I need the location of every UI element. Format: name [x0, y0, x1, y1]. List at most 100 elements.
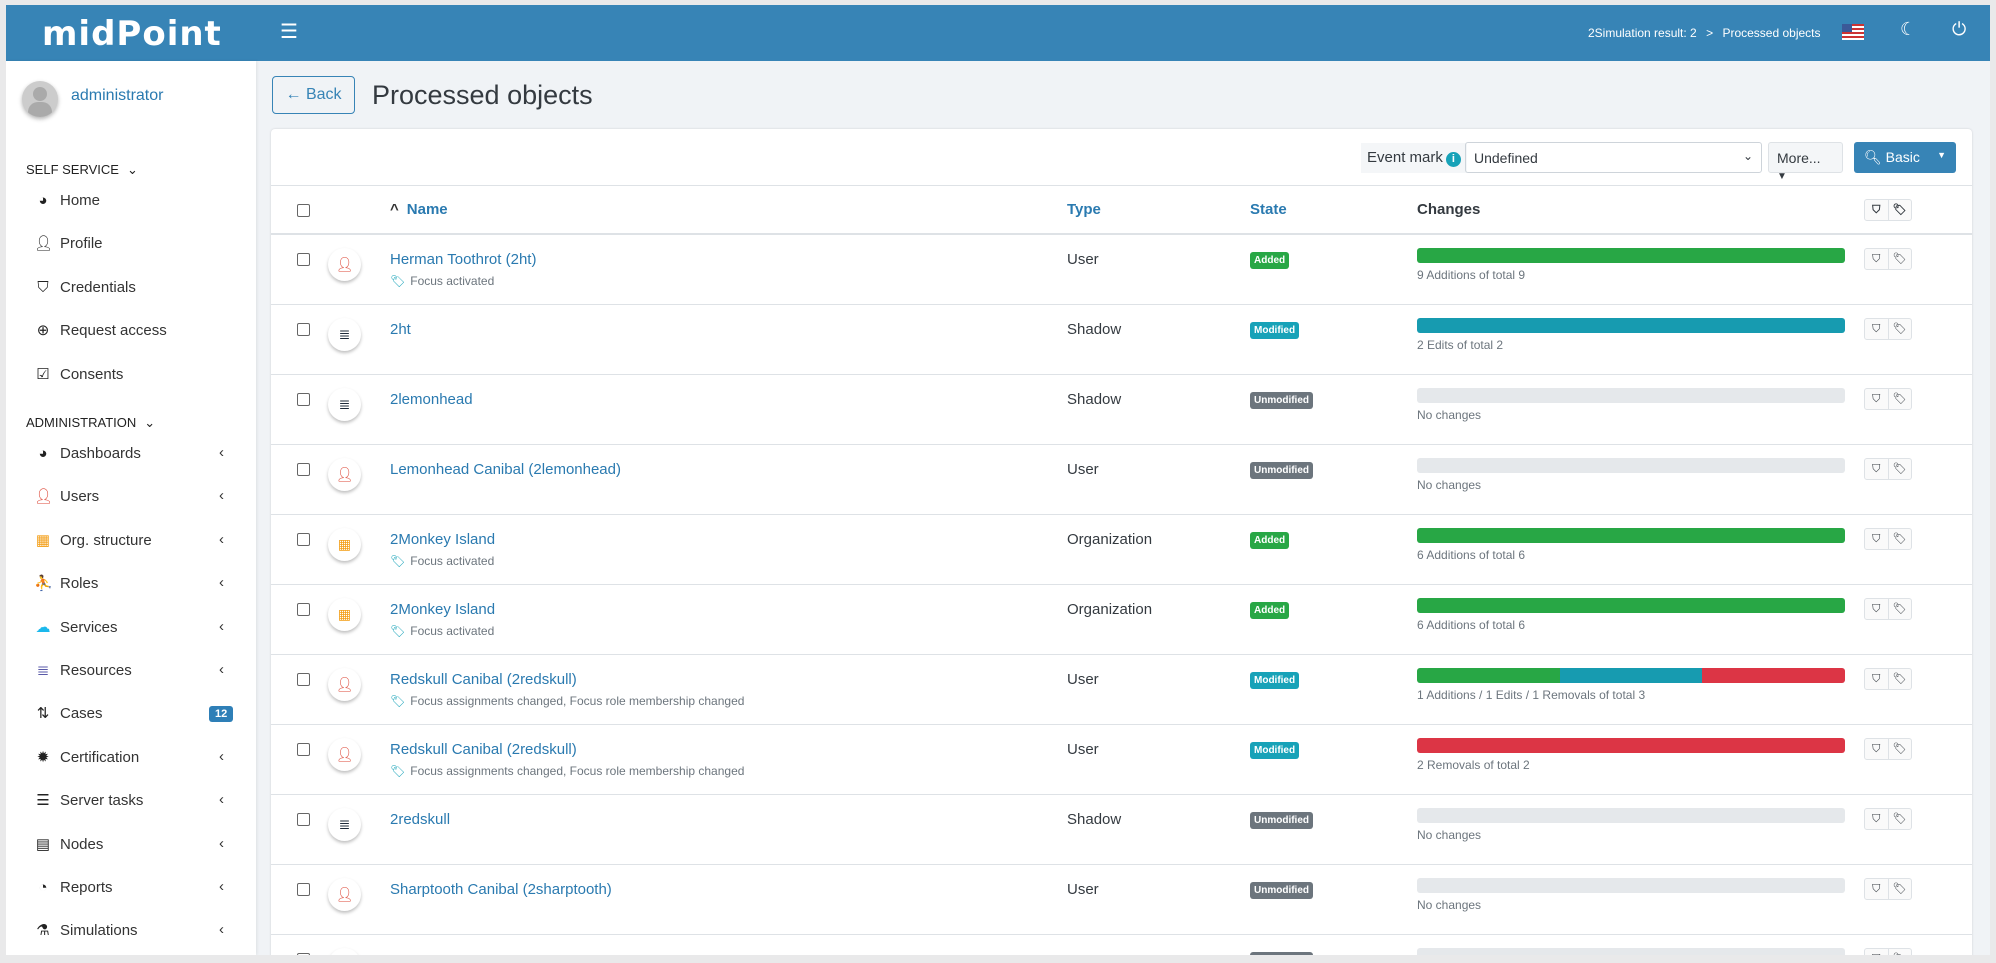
changes-progress-bar — [1417, 318, 1845, 333]
shield-icon[interactable]: ⛉ — [1872, 813, 1881, 825]
state-badge: Unmodified — [1250, 952, 1313, 955]
info-icon[interactable]: i — [1445, 152, 1461, 167]
us-flag-icon[interactable] — [1842, 24, 1864, 40]
sidebar-item-cases[interactable]: ⇅ Cases 12 — [6, 694, 256, 734]
sidebar-item-consents[interactable]: ☑ Consents — [6, 355, 256, 395]
sidebar-item-org-structure[interactable]: ▦ Org. structure ‹ — [6, 521, 256, 561]
back-button[interactable]: ← Back — [272, 76, 355, 114]
tag-icon[interactable]: 🏷︎ — [1887, 599, 1912, 619]
row-checkbox[interactable] — [297, 393, 310, 406]
table-row: 👤︎ Lemonhead Canibal (2lemonhead) User Un… — [271, 445, 1972, 515]
shield-icon[interactable]: ⛉ — [1872, 204, 1881, 216]
sidebar-item-request-access[interactable]: ⊕ Request access — [6, 311, 256, 351]
table-row: 👤︎ Sharptooth Canibal (2sharptooth) User … — [271, 865, 1972, 935]
object-name-link[interactable]: 2redskull — [390, 811, 451, 828]
shield-icon[interactable]: ⛉ — [1865, 949, 1888, 955]
sidebar-item-simulations[interactable]: ⚗ Simulations ‹ — [6, 911, 256, 951]
row-checkbox[interactable] — [297, 953, 310, 955]
column-state[interactable]: State — [1250, 201, 1287, 218]
hamburger-icon[interactable]: ☰ — [280, 21, 298, 43]
certificate-icon: ✹ — [36, 748, 50, 766]
row-checkbox[interactable] — [297, 323, 310, 336]
tag-icon[interactable]: 🏷︎ — [1887, 529, 1912, 549]
row-checkbox[interactable] — [297, 463, 310, 476]
event-mark-select[interactable]: Undefined ⌄ — [1465, 142, 1762, 173]
sidebar-item-users[interactable]: 👤︎ Users ‹ — [6, 477, 256, 517]
changes-summary: No changes — [1417, 408, 1482, 422]
shield-icon[interactable]: ⛉ — [1872, 393, 1881, 405]
tag-icon[interactable]: 🏷︎ — [1887, 739, 1912, 759]
tag-icon[interactable]: 🏷︎ — [1887, 200, 1912, 220]
section-self-service[interactable]: SELF SERVICE ⌄ — [26, 162, 138, 178]
select-all-checkbox[interactable] — [297, 204, 310, 217]
tag-icon[interactable]: 🏷︎ — [1887, 879, 1912, 899]
tag-icon[interactable]: 🏷︎ — [1887, 809, 1912, 829]
sidebar-item-certification[interactable]: ✹ Certification ‹ — [6, 738, 256, 778]
sidebar-item-resources[interactable]: ≣ Resources ‹ — [6, 651, 256, 691]
sidebar-item-server-tasks[interactable]: ☰ Server tasks ‹ — [6, 781, 256, 821]
shield-icon[interactable]: ⛉ — [1872, 323, 1881, 335]
sidebar-item-dashboards[interactable]: ◕ Dashboards ‹ — [6, 434, 256, 474]
sidebar-item-label: Simulations — [60, 922, 138, 940]
table-row: 👤︎ Redskull Canibal (2redskull) 🏷︎ Focus a… — [271, 725, 1972, 795]
sidebar-item-home[interactable]: ◕ Home — [6, 181, 256, 221]
tag-icon: 🏷︎ — [390, 764, 406, 778]
object-name-link[interactable]: Herman Toothrot (2ht) — [390, 251, 537, 268]
power-icon[interactable]: ⏻ — [1952, 19, 1967, 39]
tag-icon[interactable]: 🏷︎ — [1887, 669, 1912, 689]
tag-icon[interactable]: 🏷︎ — [1887, 949, 1912, 955]
shield-icon[interactable]: ⛉ — [1872, 533, 1881, 545]
breadcrumb-simulation-result[interactable]: 2Simulation result: 2 — [1588, 26, 1697, 40]
object-name-link[interactable]: Redskull Canibal (2redskull) — [390, 741, 577, 758]
shield-icon[interactable]: ⛉ — [1872, 883, 1881, 895]
basic-search-button[interactable]: 🔍︎ Basic ▼ — [1854, 142, 1956, 173]
row-checkbox[interactable] — [297, 253, 310, 266]
back-label: Back — [305, 86, 342, 103]
tag-icon[interactable]: 🏷︎ — [1887, 249, 1912, 269]
object-name-link[interactable]: 2ht — [390, 321, 411, 338]
changes-progress-bar — [1417, 878, 1845, 893]
caret-down-icon[interactable]: ▼ — [1937, 150, 1946, 160]
row-checkbox[interactable] — [297, 743, 310, 756]
object-name-link[interactable]: Redskull Canibal (2redskull) — [390, 671, 577, 688]
shield-icon[interactable]: ⛉ — [1872, 603, 1881, 615]
object-name-link[interactable]: Lemonhead Canibal (2lemonhead) — [390, 461, 621, 478]
row-actions: ⛉ 🏷︎ — [1864, 388, 1912, 410]
moon-icon[interactable]: ☾ — [1900, 19, 1917, 39]
additions-segment — [1417, 598, 1845, 613]
sidebar-item-reports[interactable]: ◔ Reports ‹ — [6, 868, 256, 908]
user-name-link[interactable]: administrator — [71, 87, 164, 104]
shield-icon[interactable]: ⛉ — [1872, 253, 1881, 265]
row-checkbox[interactable] — [297, 533, 310, 546]
object-name-link[interactable]: 2Monkey Island — [390, 531, 496, 548]
shield-icon[interactable]: ⛉ — [1872, 673, 1881, 685]
object-type: Organization — [1067, 601, 1153, 618]
sidebar-item-services[interactable]: ☁ Services ‹ — [6, 608, 256, 648]
object-name-link[interactable]: Sharptooth Canibal (2sharptooth) — [390, 881, 612, 898]
object-name-link[interactable]: 2lemonhead — [390, 391, 473, 408]
column-type[interactable]: Type — [1067, 201, 1101, 218]
changes-summary: No changes — [1417, 478, 1482, 492]
section-label: SELF SERVICE — [26, 162, 119, 177]
row-checkbox[interactable] — [297, 603, 310, 616]
column-name[interactable]: ^ Name — [390, 201, 448, 218]
more-filters-button[interactable]: More... ▼ — [1768, 142, 1843, 182]
count-badge: 12 — [209, 706, 234, 723]
tag-icon[interactable]: 🏷︎ — [1887, 389, 1912, 409]
shield-icon[interactable]: ⛉ — [1872, 463, 1881, 475]
sidebar-item-roles[interactable]: ⛹ Roles ‹ — [6, 564, 256, 604]
tag-icon[interactable]: 🏷︎ — [1887, 459, 1912, 479]
sidebar-item-profile[interactable]: 👤︎ Profile — [6, 224, 256, 264]
shield-icon[interactable]: ⛉ — [1872, 743, 1881, 755]
tag-icon[interactable]: 🏷︎ — [1887, 319, 1912, 339]
row-checkbox[interactable] — [297, 883, 310, 896]
sidebar-item-nodes[interactable]: ▤ Nodes ‹ — [6, 825, 256, 865]
object-name-link[interactable]: 2Monkey Island — [390, 601, 496, 618]
row-checkbox[interactable] — [297, 673, 310, 686]
sidebar-item-credentials[interactable]: ⛉ Credentials — [6, 268, 256, 308]
row-checkbox[interactable] — [297, 813, 310, 826]
shadow-type-icon: ≣ — [328, 948, 361, 955]
midpoint-logo[interactable]: midPoint — [42, 14, 222, 54]
section-administration[interactable]: ADMINISTRATION ⌄ — [26, 415, 155, 431]
state-badge: Modified — [1250, 322, 1300, 339]
